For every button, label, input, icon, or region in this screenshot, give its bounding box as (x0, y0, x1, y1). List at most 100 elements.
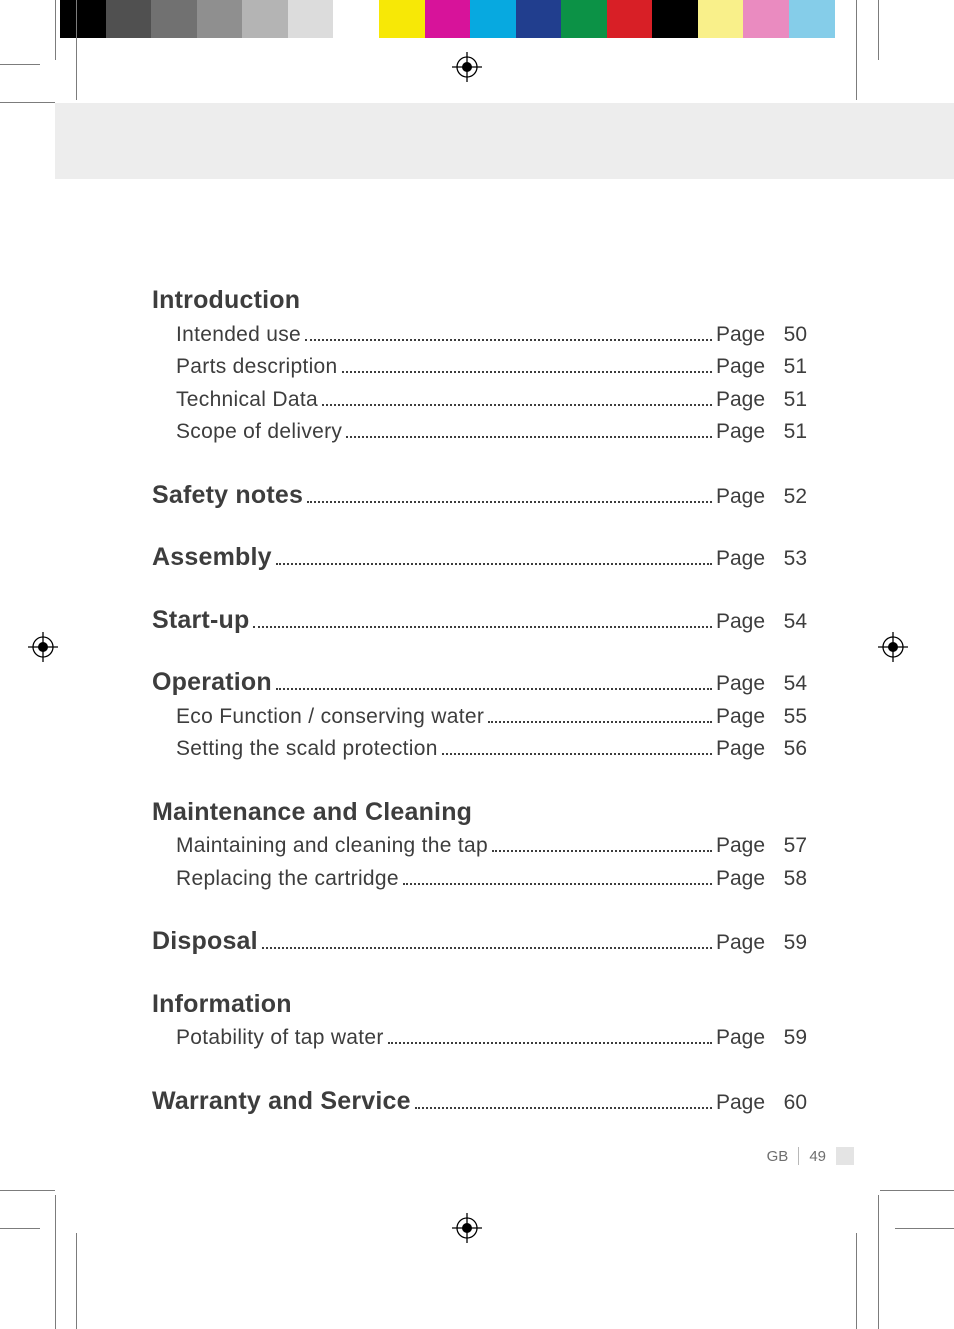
footer-lang: GB (767, 1148, 789, 1165)
leader-dots (307, 493, 712, 503)
crop-mark (880, 1190, 954, 1191)
page-word: Page (716, 1089, 765, 1116)
toc-heading-row: Warranty and ServicePage60 (152, 1085, 807, 1118)
page-number: 51 (773, 416, 807, 449)
page-number: 54 (773, 608, 807, 635)
page-number: 51 (773, 351, 807, 384)
toc-sub-row: Potability of tap water Page59 (152, 1022, 807, 1055)
page-number: 52 (773, 483, 807, 510)
toc-heading-row: Safety notesPage52 (152, 479, 807, 512)
toc-sub-label: Replacing the cartridge (176, 863, 399, 896)
page-number: 58 (773, 863, 807, 896)
color-swatch (60, 0, 106, 38)
leader-dots (342, 363, 712, 373)
footer-box (836, 1147, 854, 1165)
toc-section: OperationPage54Eco Function / conserving… (152, 666, 807, 766)
crop-mark (0, 64, 40, 65)
registration-mark-icon (452, 52, 482, 82)
color-swatch (743, 0, 789, 38)
page-number: 55 (773, 701, 807, 734)
page-number: 53 (773, 545, 807, 572)
crop-mark (55, 1195, 56, 1329)
toc-sub-row: Parts description Page51 (152, 351, 807, 384)
color-swatch (106, 0, 152, 38)
color-swatch (151, 0, 197, 38)
leader-dots (253, 618, 712, 628)
page-word: Page (716, 1022, 765, 1055)
leader-dots (442, 746, 712, 756)
page-number: 56 (773, 733, 807, 766)
toc-sub-row: Scope of deliveryPage51 (152, 416, 807, 449)
toc-sub-row: Replacing the cartridge Page58 (152, 863, 807, 896)
crop-mark (856, 1233, 857, 1329)
toc-heading: Safety notes (152, 479, 303, 512)
toc-heading: Warranty and Service (152, 1085, 411, 1118)
toc-heading: Operation (152, 666, 272, 699)
color-swatch (835, 0, 881, 38)
leader-dots (388, 1035, 712, 1045)
color-swatch (516, 0, 562, 38)
toc-section: InformationPotability of tap water Page59 (152, 988, 807, 1055)
toc-sub-label: Technical Data (176, 384, 318, 417)
color-swatch (607, 0, 653, 38)
page-word: Page (716, 733, 765, 766)
crop-mark (76, 0, 77, 100)
toc-section: IntroductionIntended usePage50Parts desc… (152, 284, 807, 449)
page-number: 54 (773, 670, 807, 697)
leader-dots (488, 713, 712, 723)
page-number: 57 (773, 830, 807, 863)
toc-section: Maintenance and CleaningMaintaining and … (152, 796, 807, 896)
color-swatch (698, 0, 744, 38)
crop-mark (856, 0, 857, 100)
page-number: 51 (773, 384, 807, 417)
toc-section: DisposalPage59 (152, 925, 807, 958)
crop-mark (0, 102, 55, 103)
toc-sub-row: Intended usePage50 (152, 319, 807, 352)
toc-heading: Introduction (152, 284, 300, 317)
color-swatch (470, 0, 516, 38)
crop-mark (0, 1190, 55, 1191)
toc-sub-row: Maintaining and cleaning the tapPage57 (152, 830, 807, 863)
toc-heading-row: Introduction (152, 284, 807, 317)
toc-section: AssemblyPage53 (152, 541, 807, 574)
crop-mark (76, 1233, 77, 1329)
leader-dots (415, 1099, 712, 1109)
page-footer: GB 49 (767, 1147, 854, 1165)
toc-heading: Maintenance and Cleaning (152, 796, 472, 829)
leader-dots (346, 429, 712, 439)
toc-sub-row: Technical DataPage51 (152, 384, 807, 417)
page-word: Page (716, 863, 765, 896)
print-color-bar (60, 0, 880, 38)
toc-heading-row: Maintenance and Cleaning (152, 796, 807, 829)
toc-section: Safety notesPage52 (152, 479, 807, 512)
color-swatch (333, 0, 379, 38)
toc-sub-row: Setting the scald protectionPage56 (152, 733, 807, 766)
crop-mark (55, 0, 56, 60)
leader-dots (305, 331, 712, 341)
page-word: Page (716, 351, 765, 384)
color-swatch (288, 0, 334, 38)
color-swatch (789, 0, 835, 38)
crop-mark (878, 1195, 879, 1329)
table-of-contents: IntroductionIntended usePage50Parts desc… (152, 284, 807, 1119)
registration-mark-icon (452, 1213, 482, 1243)
leader-dots (403, 875, 712, 885)
footer-page-number: 49 (809, 1148, 826, 1165)
page-number: 59 (773, 1022, 807, 1055)
leader-dots (322, 396, 712, 406)
toc-heading-row: OperationPage54 (152, 666, 807, 699)
color-swatch (379, 0, 425, 38)
crop-mark (0, 1228, 40, 1229)
color-swatch (561, 0, 607, 38)
page-word: Page (716, 701, 765, 734)
color-swatch (425, 0, 471, 38)
toc-sub-label: Parts description (176, 351, 338, 384)
page-word: Page (716, 545, 765, 572)
toc-heading-row: DisposalPage59 (152, 925, 807, 958)
toc-sub-label: Intended use (176, 319, 301, 352)
toc-sub-label: Potability of tap water (176, 1022, 384, 1055)
toc-heading: Start-up (152, 604, 249, 637)
header-band (55, 103, 954, 179)
toc-heading: Information (152, 988, 292, 1021)
leader-dots (492, 843, 712, 853)
